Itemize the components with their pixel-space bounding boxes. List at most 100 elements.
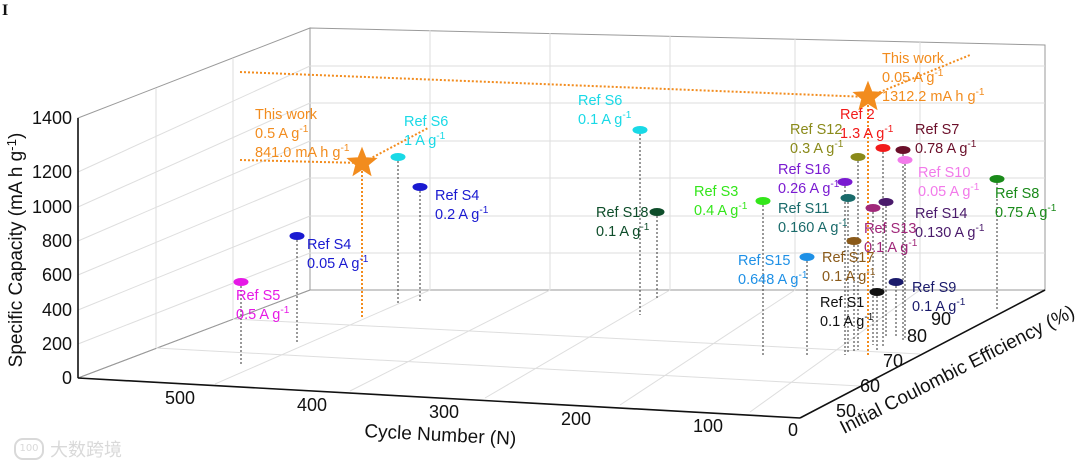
- ref-s17-marker: [846, 237, 862, 245]
- z-tick-label: 600: [42, 265, 72, 285]
- x-tick-label: 300: [429, 402, 459, 422]
- ref-s6-a-label-line: 1 A g-1: [404, 131, 446, 149]
- ref-s6-b-marker: [632, 126, 648, 134]
- ref-s18-label-line: Ref S18: [596, 205, 648, 221]
- z-axis-title: Specific Capacity (mA h g-1): [4, 133, 27, 368]
- z-tick-label: 800: [42, 231, 72, 251]
- ref-s5-label-line: 0.5 A g-1: [236, 305, 290, 323]
- ref-s4-b-marker: [412, 183, 428, 191]
- this-work-0.5-label-line: This work: [255, 107, 318, 123]
- ref-s6-b-label-line: 0.1 A g-1: [578, 110, 632, 128]
- ref-s5-marker: [233, 278, 249, 286]
- ref-s13-label-line: 0.1 A g-1: [864, 238, 918, 256]
- ref-s18-marker: [649, 208, 665, 216]
- ref-s16-label-line: Ref S16: [778, 162, 830, 178]
- ref-s12-marker: [850, 153, 866, 161]
- z-tick-label: 200: [42, 334, 72, 354]
- ref-s8-marker: [989, 175, 1005, 183]
- ref-s12-label-line: Ref S12: [790, 122, 842, 138]
- ref-s9-marker: [888, 278, 904, 286]
- this-work-0.05-label-line: This work: [882, 51, 945, 67]
- ref-s17-label-line: 0.1 A g-1: [822, 267, 876, 285]
- watermark-logo: 100: [14, 438, 44, 460]
- x-tick-label: 0: [788, 420, 798, 440]
- ref-s15-label-line: 0.648 A g-1: [738, 270, 808, 288]
- ref-s9-label-line: 0.1 A g-1: [912, 297, 966, 315]
- markers: [233, 80, 1005, 296]
- z-tick-label: 400: [42, 300, 72, 320]
- this-work-guide-line: [361, 127, 429, 164]
- ref-2-marker: [875, 144, 891, 152]
- this-work-guide-line: [239, 71, 869, 98]
- watermark: 100 大数跨境: [14, 436, 122, 462]
- ref-s7-marker: [895, 146, 911, 154]
- z-tick-label: 1200: [32, 162, 72, 182]
- ref-s1-label-line: Ref S1: [820, 295, 864, 311]
- this-work-0.05-label-line: 1312.2 mA h g-1: [882, 87, 985, 105]
- ref-s14-marker: [878, 198, 894, 206]
- z-tick-label: 0: [62, 368, 72, 388]
- ref-s6-a-marker: [390, 153, 406, 161]
- y-tick-label: 50: [836, 401, 856, 421]
- ref-s4-a-label-line: Ref S4: [307, 237, 351, 253]
- this-work-0.5-label-line: 841.0 mA h g-1: [255, 143, 350, 161]
- y-tick-label: 60: [860, 376, 880, 396]
- ref-s3-marker: [755, 197, 771, 205]
- watermark-text: 大数跨境: [50, 440, 122, 461]
- ref-s17-label-line: Ref S17: [822, 250, 874, 266]
- y-tick-label: 80: [907, 326, 927, 346]
- ref-s12-label-line: 0.3 A g-1: [790, 139, 844, 157]
- ref-s14-label-line: Ref S14: [915, 206, 967, 222]
- ref-s9-label-line: Ref S9: [912, 280, 956, 296]
- ref-s8-label-line: Ref S8: [995, 186, 1039, 202]
- ref-2-label-line: Ref 2: [840, 107, 875, 123]
- ref-s13-label-line: Ref S13: [864, 221, 916, 237]
- left-wall: [77, 27, 311, 379]
- ref-s11-marker: [840, 194, 856, 202]
- ref-s16-marker: [837, 178, 853, 186]
- ref-s4-b-label-line: 0.2 A g-1: [435, 205, 489, 223]
- grid-lines: [77, 30, 1045, 413]
- ref-s3-label-line: 0.4 A g-1: [694, 201, 748, 219]
- ref-s14-label-line: 0.130 A g-1: [915, 223, 985, 241]
- ref-s7-label-line: Ref S7: [915, 122, 959, 138]
- y-tick-label: 90: [931, 309, 951, 329]
- ref-s10-label-line: Ref S10: [918, 165, 970, 181]
- ref-s6-a-label-line: Ref S6: [404, 114, 448, 130]
- this-work-guide-line: [239, 159, 363, 164]
- ref-s4-b-label-line: Ref S4: [435, 188, 479, 204]
- ref-s10-label-line: 0.05 A g-1: [918, 182, 980, 200]
- axes: [77, 118, 1046, 419]
- y-axis-line: [799, 289, 1046, 419]
- x-tick-label: 100: [693, 416, 723, 436]
- ref-s11-label-line: Ref S11: [778, 201, 829, 217]
- ref-2-label-line: 1.3 A g-1: [840, 124, 894, 142]
- ref-s18-label-line: 0.1 A g-1: [596, 222, 650, 240]
- ref-s8-label-line: 0.75 A g-1: [995, 203, 1057, 221]
- this-work-0.05-marker: [852, 80, 884, 111]
- y-tick-label: 70: [883, 351, 903, 371]
- ref-s11-label-line: 0.160 A g-1: [778, 218, 848, 236]
- ref-s1-marker: [869, 288, 885, 296]
- ref-s6-b-label-line: Ref S6: [578, 93, 622, 109]
- x-tick-label: 400: [297, 395, 327, 415]
- ref-s5-label-line: Ref S5: [236, 288, 280, 304]
- z-tick-label: 1400: [32, 108, 72, 128]
- x-tick-label: 500: [165, 388, 195, 408]
- ref-s1-label-line: 0.1 A g-1: [820, 312, 874, 330]
- this-work-guides: [239, 54, 971, 355]
- ref-s10-marker: [897, 156, 913, 164]
- x-axis-line: [77, 377, 801, 419]
- ref-s3-label-line: Ref S3: [694, 184, 738, 200]
- ref-s15-label-line: Ref S15: [738, 253, 790, 269]
- ref-s7-label-line: 0.78 A g-1: [915, 139, 977, 157]
- ref-s16-label-line: 0.26 A g-1: [778, 179, 840, 197]
- ref-s4-a-marker: [289, 232, 305, 240]
- z-tick-label: 1000: [32, 197, 72, 217]
- ref-s4-a-label-line: 0.05 A g-1: [307, 254, 369, 272]
- this-work-0.5-label-line: 0.5 A g-1: [255, 124, 309, 142]
- x-tick-label: 200: [561, 409, 591, 429]
